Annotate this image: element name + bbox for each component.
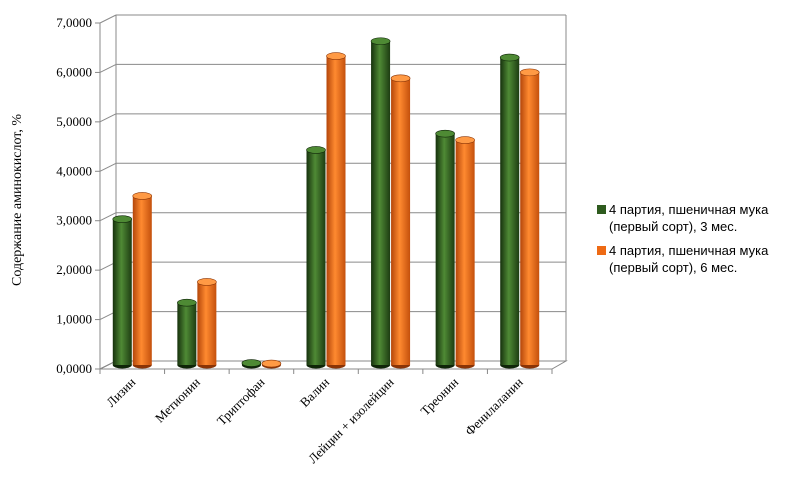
x-tick-label: Фенилаланин — [462, 374, 526, 438]
y-tick-label: 4,0000 — [56, 163, 92, 178]
gridline-side — [99, 113, 117, 123]
bars — [112, 37, 540, 369]
bar-series-2-5 — [455, 136, 475, 369]
legend-swatch — [597, 246, 606, 255]
legend-label: (первый сорт), 6 мес. — [609, 260, 737, 275]
x-tick-label: Треонин — [417, 374, 461, 418]
bar-top — [499, 53, 520, 62]
bar-series-1-0 — [112, 215, 133, 369]
bar-top — [519, 68, 540, 77]
gridline-side — [99, 14, 117, 24]
bar-top — [435, 129, 455, 138]
bar-body — [326, 56, 346, 365]
y-tick-label: 2,0000 — [56, 262, 92, 277]
bar-series-2-1 — [197, 278, 217, 369]
y-tick-label: 1,0000 — [56, 312, 92, 327]
bar-series-1-1 — [177, 298, 197, 369]
bar-top — [132, 192, 153, 200]
gridline-side — [99, 162, 117, 172]
bar-top — [455, 136, 475, 144]
bar-top — [326, 52, 346, 60]
bar-series-1-2 — [241, 359, 262, 369]
y-tick-label: 7,0000 — [56, 15, 92, 30]
bar-body — [391, 78, 411, 366]
bar-series-2-2 — [261, 359, 282, 369]
bar-series-1-5 — [435, 129, 455, 369]
legend-swatch — [597, 205, 606, 214]
bar-body — [197, 281, 217, 365]
bar-top — [197, 278, 217, 286]
bar-series-2-4 — [390, 74, 411, 369]
legend-label: 4 партия, пшеничная мука — [609, 202, 769, 217]
bar-top — [390, 74, 411, 83]
legend-entry-2: 4 партия, пшеничная мука (первый сорт), 6… — [597, 243, 769, 275]
bar-series-2-6 — [519, 68, 540, 369]
y-tick-label: 3,0000 — [56, 213, 92, 228]
legend: 4 партия, пшеничная мука (первый сорт), 3… — [597, 202, 769, 275]
bar-top — [177, 298, 197, 307]
bar-series-2-0 — [132, 192, 153, 369]
bar-body — [132, 195, 152, 365]
x-tick-label: Валин — [297, 374, 332, 409]
bar-body — [371, 41, 391, 365]
gridline-side — [99, 212, 117, 222]
bar-top — [112, 215, 133, 223]
bar-body — [520, 72, 540, 365]
bar-body — [177, 302, 197, 365]
bar-top — [370, 37, 391, 46]
bar-body — [306, 149, 326, 365]
bar-series-2-3 — [326, 52, 346, 369]
x-tick-label: Метионин — [152, 374, 203, 425]
bar-series-1-3 — [306, 146, 326, 369]
x-tick-label: Лизин — [103, 374, 138, 409]
legend-label: (первый сорт), 3 мес. — [609, 219, 737, 234]
bar-body — [455, 140, 475, 365]
bar-body — [500, 57, 520, 365]
legend-entry-1: 4 партия, пшеничная мука (первый сорт), 3… — [597, 202, 769, 234]
bar-top — [261, 359, 282, 368]
bar-body — [435, 133, 455, 365]
bar-series-1-4 — [370, 37, 391, 369]
y-tick-label: 6,0000 — [56, 64, 92, 79]
y-axis-title: Содержание аминокислот, % — [10, 114, 25, 286]
gridline-side — [99, 63, 117, 73]
y-tick-label: 5,0000 — [56, 114, 92, 129]
bar-top — [241, 359, 262, 367]
x-tick-label: Триптофан — [214, 374, 268, 428]
y-tick-label: 0,0000 — [56, 361, 92, 376]
bar-body — [112, 219, 132, 365]
bar-series-1-6 — [499, 53, 520, 369]
legend-label: 4 партия, пшеничная мука — [609, 243, 769, 258]
bar-top — [306, 146, 326, 154]
y-axis-ticks: 0,0000 1,0000 2,0000 3,0000 4,0000 5,0000 6,00… — [56, 15, 100, 376]
